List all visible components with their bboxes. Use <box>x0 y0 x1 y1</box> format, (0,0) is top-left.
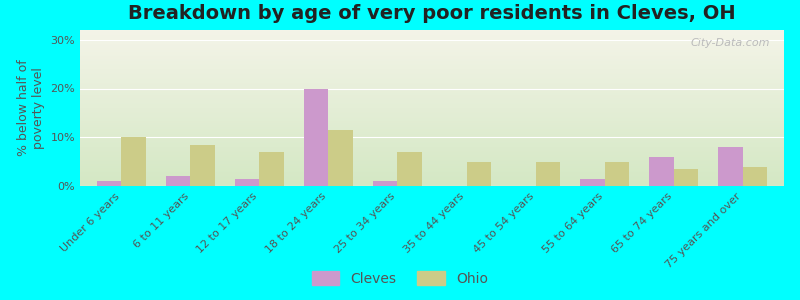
Bar <box>259 152 284 186</box>
Bar <box>580 179 605 186</box>
Bar <box>190 145 214 186</box>
Text: City-Data.com: City-Data.com <box>690 38 770 48</box>
Y-axis label: % below half of
poverty level: % below half of poverty level <box>17 60 45 156</box>
Bar <box>122 137 146 186</box>
Bar <box>398 152 422 186</box>
Bar <box>304 88 329 186</box>
Bar <box>535 162 560 186</box>
Bar <box>674 169 698 186</box>
Bar <box>329 130 353 186</box>
Bar <box>374 181 398 186</box>
Legend: Cleves, Ohio: Cleves, Ohio <box>307 267 493 290</box>
Bar <box>166 176 190 186</box>
Bar <box>650 157 674 186</box>
Bar <box>742 167 766 186</box>
Bar <box>466 162 490 186</box>
Bar <box>98 181 122 186</box>
Bar <box>235 179 259 186</box>
Bar <box>605 162 629 186</box>
Title: Breakdown by age of very poor residents in Cleves, OH: Breakdown by age of very poor residents … <box>128 4 736 23</box>
Bar <box>718 147 742 186</box>
